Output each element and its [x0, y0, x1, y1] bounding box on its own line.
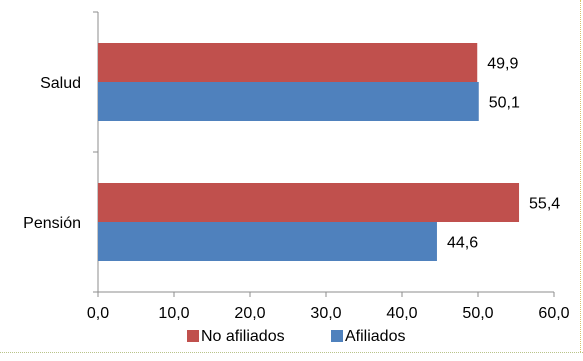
bar: [98, 183, 520, 222]
bar: [98, 43, 478, 82]
data-label: 49,9: [487, 56, 518, 73]
labels: 0,0 10,0 20,0 30,0 40,0 50,0 60,0 Salud 49,9 50,1…: [23, 56, 570, 323]
legend-swatch: [187, 330, 199, 342]
x-tick-label: 60,0: [538, 305, 569, 322]
data-label: 50,1: [489, 95, 520, 112]
x-tick-label: 10,0: [158, 305, 189, 322]
bars: [98, 43, 520, 261]
x-tick-label: 40,0: [386, 305, 417, 322]
legend-label: Afiliados: [345, 328, 405, 345]
legend-swatch: [331, 330, 343, 342]
x-tick-label: 30,0: [310, 305, 341, 322]
bar: [98, 82, 479, 121]
data-label: 55,4: [529, 196, 560, 213]
frame-border-bottom: [0, 352, 583, 353]
x-tick-label: 20,0: [234, 305, 265, 322]
legend-label: No afiliados: [201, 328, 285, 345]
data-label: 44,6: [447, 235, 478, 252]
legend: No afiliados Afiliados: [187, 328, 405, 345]
x-tick-label: 50,0: [462, 305, 493, 322]
category-label: Salud: [40, 75, 81, 92]
frame-border-right: [580, 0, 581, 352]
bar: [98, 222, 437, 261]
category-label: Pensión: [23, 215, 81, 232]
x-tick-label: 0,0: [87, 305, 109, 322]
